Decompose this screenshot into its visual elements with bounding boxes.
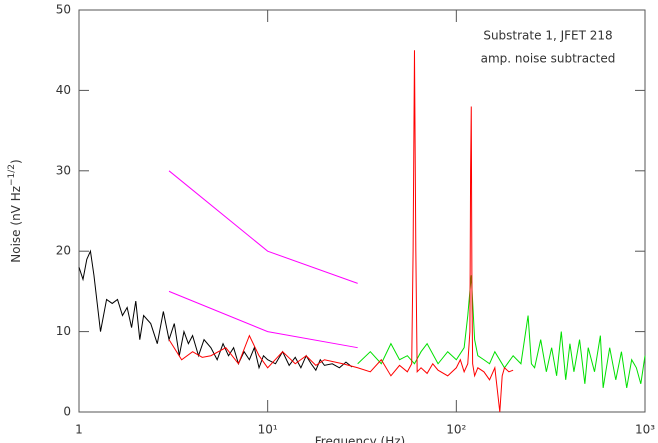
- y-label-close: ): [9, 159, 23, 164]
- y-tick-label: 10: [56, 324, 71, 338]
- series-line: [357, 275, 646, 388]
- series-line: [78, 249, 353, 372]
- annotation: Substrate 1, JFET 218: [483, 29, 612, 43]
- y-tick-label: 30: [56, 163, 71, 177]
- y-label-base: Noise (nV Hz: [9, 186, 23, 263]
- y-tick-label: 0: [63, 405, 71, 419]
- series-line: [168, 170, 358, 284]
- annotation: amp. noise subtracted: [481, 52, 616, 66]
- y-tick-label: 50: [56, 3, 71, 17]
- x-axis-label: Frequency (Hz): [315, 435, 406, 443]
- y-tick-label: 40: [56, 83, 71, 97]
- y-axis-label: Noise (nV Hz−1/2): [7, 159, 23, 262]
- x-tick-label: 10²: [446, 423, 466, 437]
- series-line: [168, 50, 514, 413]
- x-tick-label: 1: [75, 423, 83, 437]
- plot-frame: [78, 9, 646, 413]
- x-tick-label: 10¹: [258, 423, 278, 437]
- x-tick-label: 10³: [635, 423, 655, 437]
- series-line: [168, 290, 358, 349]
- y-tick-label: 20: [56, 244, 71, 258]
- y-label-exponent: −1/2: [7, 164, 17, 186]
